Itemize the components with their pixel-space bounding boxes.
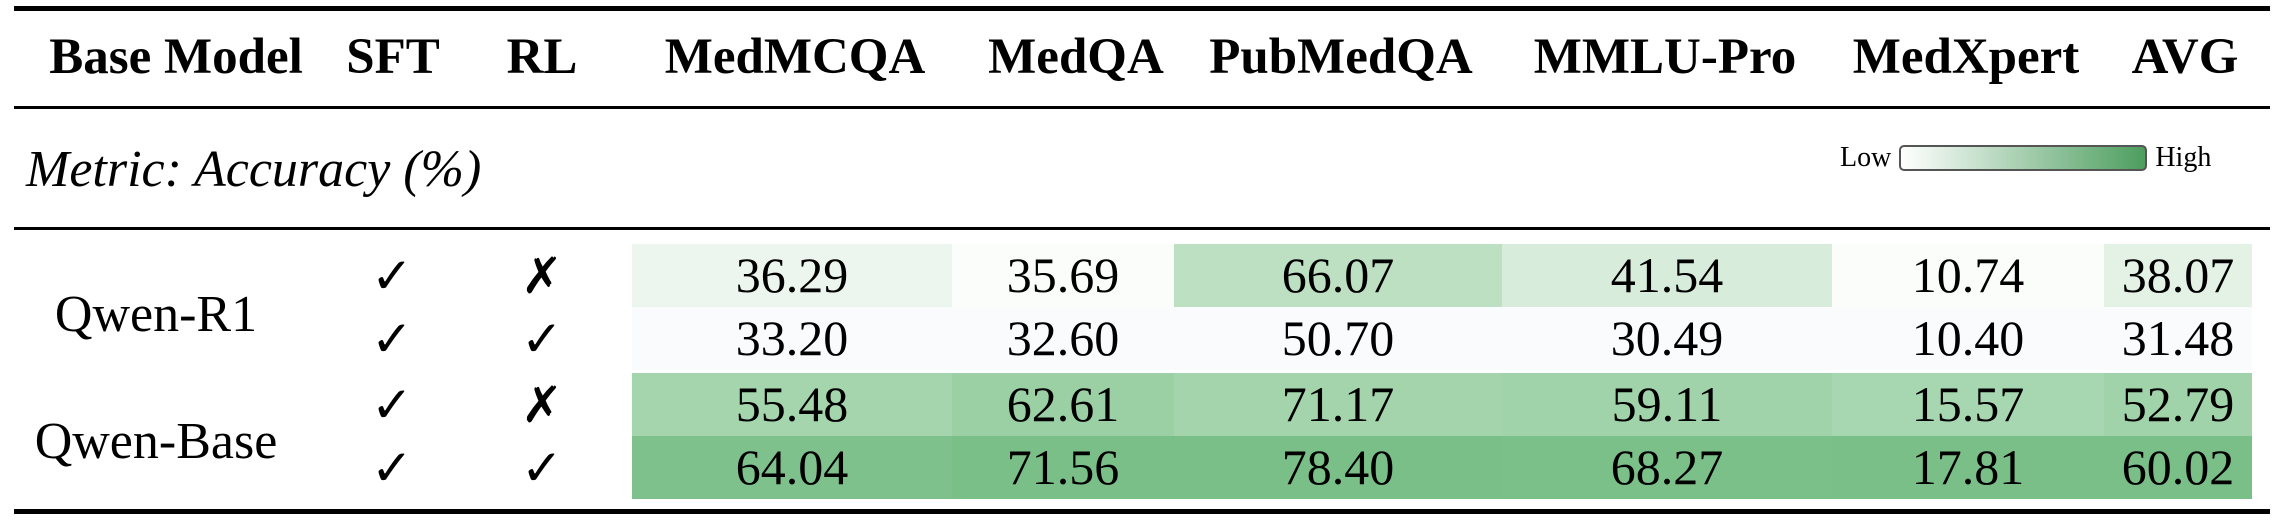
section-rule xyxy=(14,227,2270,230)
color-legend: Low High xyxy=(1840,138,2211,178)
cell-mmlu-pro: 68.27 xyxy=(1502,436,1832,499)
header-pubmedqa: PubMedQA xyxy=(1209,29,1473,85)
rl-mark: ✓ xyxy=(521,439,563,497)
header-rule xyxy=(14,106,2270,109)
sft-mark: ✓ xyxy=(371,310,413,368)
cell-medxpert: 10.40 xyxy=(1832,307,2104,370)
legend-gradient-bar xyxy=(1899,145,2148,171)
cell-medmcqa: 64.04 xyxy=(632,436,952,499)
cell-mmlu-pro: 59.11 xyxy=(1502,373,1832,436)
cell-pubmedqa: 78.40 xyxy=(1174,436,1502,499)
bottom-rule xyxy=(14,509,2270,514)
header-sft: SFT xyxy=(346,29,440,85)
cell-medmcqa: 33.20 xyxy=(632,307,952,370)
legend-low-label: Low xyxy=(1840,142,1892,173)
cell-avg: 38.07 xyxy=(2104,244,2252,307)
header-medxpert: MedXpert xyxy=(1852,29,2080,85)
header-medqa: MedQA xyxy=(988,29,1164,85)
rl-mark: ✓ xyxy=(521,310,563,368)
cell-medmcqa: 36.29 xyxy=(632,244,952,307)
cell-avg: 60.02 xyxy=(2104,436,2252,499)
header-avg: AVG xyxy=(2131,29,2239,85)
cell-medxpert: 15.57 xyxy=(1832,373,2104,436)
metric-label: Metric: Accuracy (%) xyxy=(26,141,482,198)
cell-medqa: 71.56 xyxy=(952,436,1174,499)
cell-avg: 52.79 xyxy=(2104,373,2252,436)
header-rl: RL xyxy=(506,29,578,85)
sft-mark: ✓ xyxy=(371,439,413,497)
cell-pubmedqa: 66.07 xyxy=(1174,244,1502,307)
rl-mark: ✗ xyxy=(521,376,563,434)
cell-medxpert: 10.74 xyxy=(1832,244,2104,307)
top-rule xyxy=(14,6,2270,11)
sft-mark: ✓ xyxy=(371,376,413,434)
legend-high-label: High xyxy=(2155,142,2212,173)
cell-medqa: 62.61 xyxy=(952,373,1174,436)
model-label-qwen-base: Qwen-Base xyxy=(34,413,278,470)
cell-mmlu-pro: 30.49 xyxy=(1502,307,1832,370)
header-base-model: Base Model xyxy=(49,29,303,85)
header-medmcqa: MedMCQA xyxy=(664,29,926,85)
rl-mark: ✗ xyxy=(521,247,563,305)
cell-avg: 31.48 xyxy=(2104,307,2252,370)
cell-medxpert: 17.81 xyxy=(1832,436,2104,499)
header-mmlu-pro: MMLU-Pro xyxy=(1533,29,1797,85)
cell-medqa: 35.69 xyxy=(952,244,1174,307)
sft-mark: ✓ xyxy=(371,247,413,305)
model-label-qwen-r1: Qwen-R1 xyxy=(54,286,258,343)
cell-pubmedqa: 71.17 xyxy=(1174,373,1502,436)
cell-medmcqa: 55.48 xyxy=(632,373,952,436)
cell-medqa: 32.60 xyxy=(952,307,1174,370)
cell-mmlu-pro: 41.54 xyxy=(1502,244,1832,307)
cell-pubmedqa: 50.70 xyxy=(1174,307,1502,370)
